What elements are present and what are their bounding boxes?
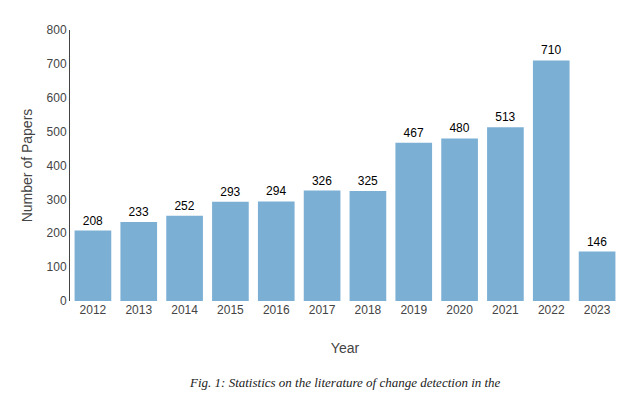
svg-text:2017: 2017 — [309, 303, 336, 317]
svg-text:208: 208 — [83, 214, 103, 228]
svg-text:500: 500 — [47, 125, 67, 139]
svg-text:Fig. 1: Statistics on the lite: Fig. 1: Statistics on the literature of … — [189, 375, 501, 390]
svg-text:2019: 2019 — [400, 303, 427, 317]
svg-text:600: 600 — [47, 91, 67, 105]
svg-text:233: 233 — [129, 205, 149, 219]
svg-text:2015: 2015 — [217, 303, 244, 317]
svg-text:800: 800 — [47, 23, 67, 37]
svg-text:700: 700 — [47, 57, 67, 71]
svg-text:2022: 2022 — [538, 303, 565, 317]
svg-text:200: 200 — [47, 226, 67, 240]
svg-text:300: 300 — [47, 193, 67, 207]
svg-text:2018: 2018 — [355, 303, 382, 317]
svg-text:2020: 2020 — [446, 303, 473, 317]
svg-text:252: 252 — [174, 199, 194, 213]
svg-text:710: 710 — [541, 43, 561, 57]
svg-text:400: 400 — [47, 159, 67, 173]
svg-text:325: 325 — [358, 174, 378, 188]
svg-text:2021: 2021 — [492, 303, 519, 317]
svg-text:2012: 2012 — [80, 303, 107, 317]
svg-text:2013: 2013 — [125, 303, 152, 317]
svg-text:513: 513 — [495, 110, 515, 124]
svg-text:146: 146 — [587, 235, 607, 249]
svg-text:480: 480 — [449, 121, 469, 135]
svg-text:467: 467 — [404, 126, 424, 140]
svg-text:294: 294 — [266, 184, 286, 198]
svg-text:2023: 2023 — [584, 303, 611, 317]
svg-text:326: 326 — [312, 174, 332, 188]
svg-text:0: 0 — [60, 294, 67, 308]
svg-text:100: 100 — [47, 260, 67, 274]
svg-text:Number of Papers: Number of Papers — [19, 109, 35, 223]
svg-text:Year: Year — [331, 340, 360, 356]
svg-text:2016: 2016 — [263, 303, 290, 317]
svg-text:2014: 2014 — [171, 303, 198, 317]
svg-text:293: 293 — [220, 185, 240, 199]
